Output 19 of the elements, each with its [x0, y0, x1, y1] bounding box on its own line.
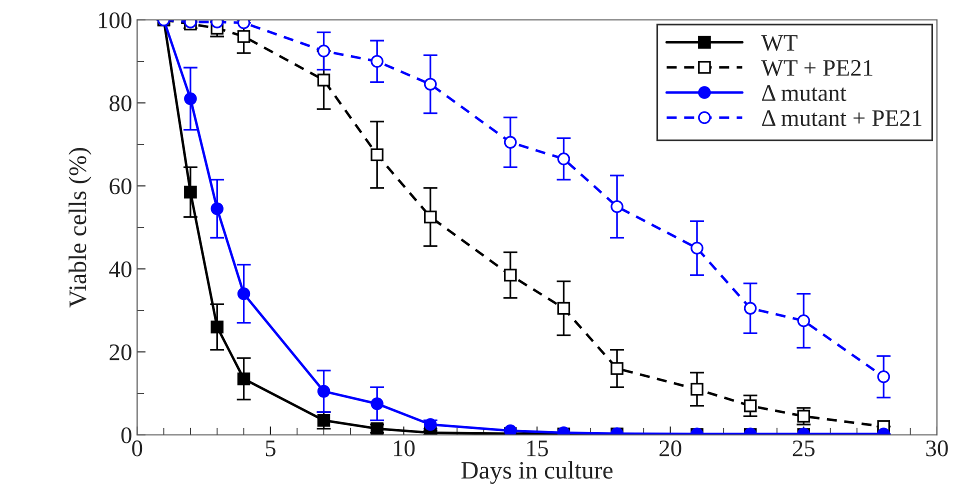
legend-label: WT + PE21 [761, 60, 872, 76]
y-tick-label: 20 [110, 344, 132, 360]
x-tick-label: 20 [660, 440, 682, 456]
y-tick-label: 0 [121, 427, 132, 444]
x-tick-label: 15 [527, 440, 548, 456]
y-axis-title: Viable cells (%) [68, 148, 92, 308]
x-tick-label: 25 [792, 440, 815, 456]
y-tick-label: 100 [98, 12, 132, 28]
legend-label: WT [761, 35, 798, 51]
x-tick-label: 30 [926, 440, 948, 456]
legend-label: Δ mutant [762, 85, 846, 102]
y-tick-label: 80 [110, 95, 132, 112]
y-tick-label: 40 [109, 261, 132, 278]
x-tick-label: 10 [394, 440, 415, 456]
x-tick-label: 5 [266, 440, 276, 456]
y-tick-label: 60 [110, 178, 132, 194]
x-tick-label: 0 [132, 440, 142, 456]
x-axis-title: Days in culture [461, 461, 613, 484]
legend-label: Δ mutant + PE21 [762, 110, 922, 126]
